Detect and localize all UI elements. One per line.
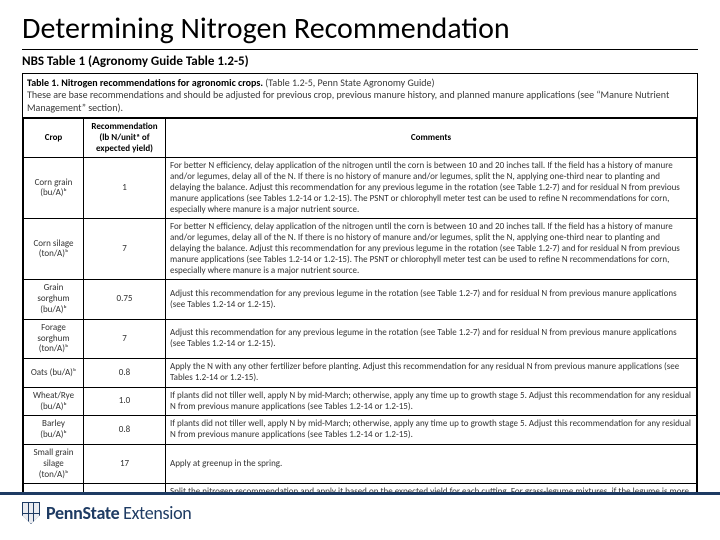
cell-rec: 1 — [84, 158, 166, 219]
th-crop: Crop — [24, 119, 84, 158]
cell-comments: For better N efficiency, delay applicati… — [166, 219, 697, 280]
table-caption-note: These are base recommendations and shoul… — [27, 88, 669, 114]
cell-comments: Apply at greenup in the spring. — [166, 444, 697, 483]
cell-crop: Forage sorghum (ton/A)ᵇ — [24, 319, 84, 358]
cell-comments: Adjust this recommendation for any previ… — [166, 319, 697, 358]
cell-rec: 17 — [84, 444, 166, 483]
cell-comments: If plants did not tiller well, apply N b… — [166, 416, 697, 445]
cell-crop: Wheat/Rye (bu/A)ᵇ — [24, 387, 84, 416]
page-subtitle: NBS Table 1 (Agronomy Guide Table 1.2-5) — [22, 54, 698, 69]
table-row: Grain sorghum (bu/A)ᵇ0.75Adjust this rec… — [24, 280, 697, 319]
table-row: Corn grain (bu/A)ᵇ1For better N efficien… — [24, 158, 697, 219]
table-header-row: Crop Recommendation (lb N/unitª of expec… — [24, 119, 697, 158]
cell-comments: Adjust this recommendation for any previ… — [166, 280, 697, 319]
cell-rec: 1.0 — [84, 387, 166, 416]
cell-crop: Corn silage (ton/A)ᵇ — [24, 219, 84, 280]
cell-rec: 7 — [84, 319, 166, 358]
th-comments: Comments — [166, 119, 697, 158]
th-recommendation: Recommendation (lb N/unitª of expected y… — [84, 119, 166, 158]
table-row: Forage sorghum (ton/A)ᵇ7Adjust this reco… — [24, 319, 697, 358]
table-row: Oats (bu/A)ᵇ0.8Apply the N with any othe… — [24, 359, 697, 388]
cell-comments: For better N efficiency, delay applicati… — [166, 158, 697, 219]
cell-crop: Barley (bu/A)ᵇ — [24, 416, 84, 445]
footer: PennState Extension — [0, 492, 720, 540]
table-caption: Table 1. Nitrogen recommendations for ag… — [23, 74, 697, 119]
nitrogen-table: Crop Recommendation (lb N/unitª of expec… — [23, 118, 697, 524]
cell-crop: Small grain silage (ton/A)ᵇ — [24, 444, 84, 483]
table-row: Wheat/Rye (bu/A)ᵇ1.0If plants did not ti… — [24, 387, 697, 416]
brand-text: PennState Extension — [46, 502, 191, 524]
cell-comments: If plants did not tiller well, apply N b… — [166, 387, 697, 416]
brand-logo: PennState Extension — [22, 502, 191, 524]
cell-rec: 7 — [84, 219, 166, 280]
cell-rec: 0.75 — [84, 280, 166, 319]
cell-crop: Corn grain (bu/A)ᵇ — [24, 158, 84, 219]
nitrogen-table-container: Table 1. Nitrogen recommendations for ag… — [22, 73, 698, 525]
brand-sub: Extension — [123, 502, 191, 524]
table-caption-bold: Table 1. Nitrogen recommendations for ag… — [27, 76, 263, 89]
footer-bar — [0, 492, 720, 495]
page-title: Determining Nitrogen Recommendation — [22, 12, 698, 50]
brand-main: PennState — [46, 502, 119, 524]
table-row: Small grain silage (ton/A)ᵇ17Apply at gr… — [24, 444, 697, 483]
shield-icon — [22, 502, 40, 524]
table-caption-rest: (Table 1.2-5, Penn State Agronomy Guide) — [263, 76, 435, 89]
table-row: Corn silage (ton/A)ᵇ7For better N effici… — [24, 219, 697, 280]
cell-crop: Grain sorghum (bu/A)ᵇ — [24, 280, 84, 319]
cell-comments: Apply the N with any other fertilizer be… — [166, 359, 697, 388]
table-row: Barley (bu/A)ᵇ0.8If plants did not tille… — [24, 416, 697, 445]
cell-rec: 0.8 — [84, 359, 166, 388]
cell-rec: 0.8 — [84, 416, 166, 445]
cell-crop: Oats (bu/A)ᵇ — [24, 359, 84, 388]
